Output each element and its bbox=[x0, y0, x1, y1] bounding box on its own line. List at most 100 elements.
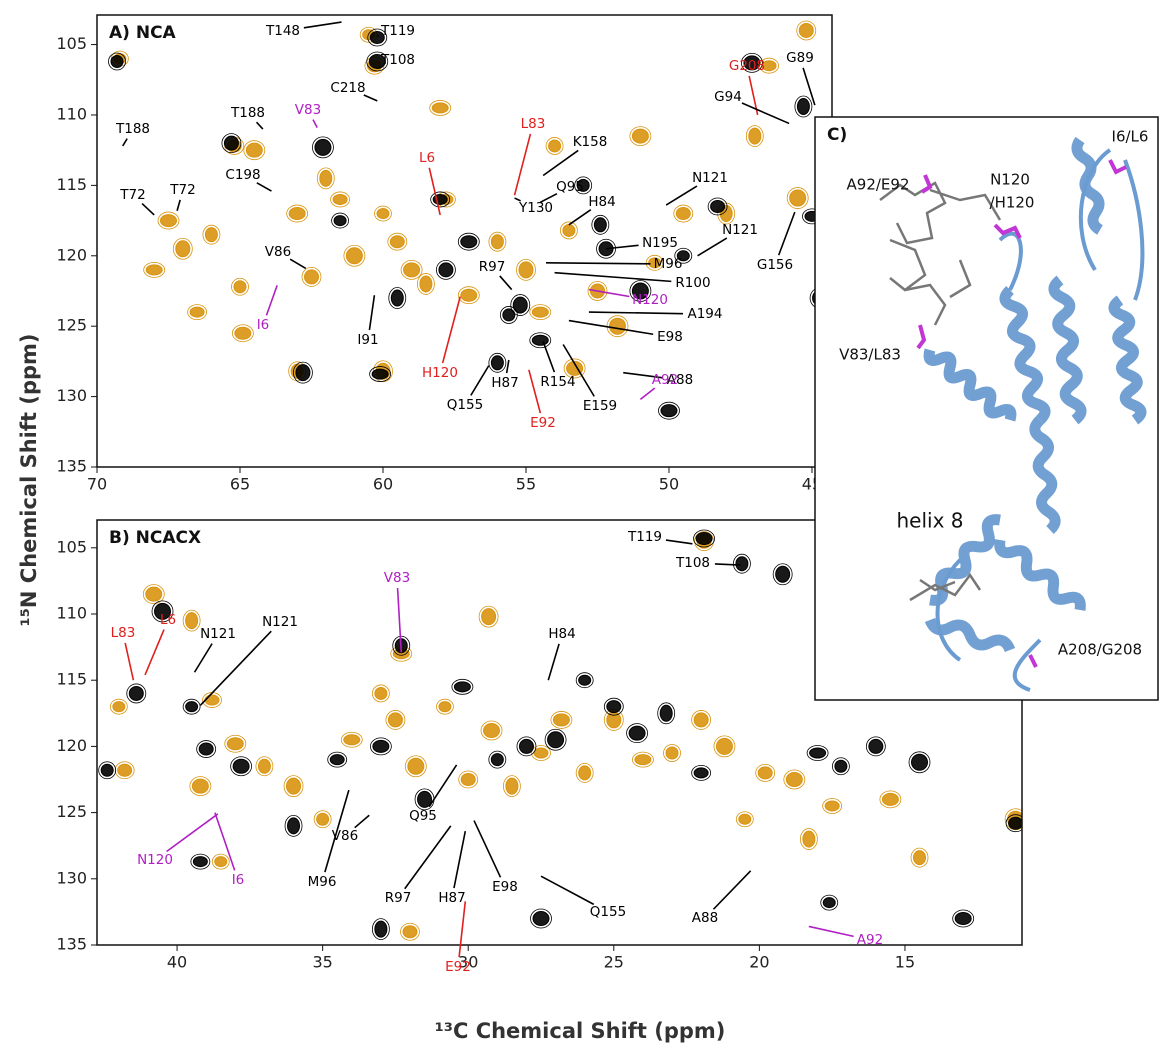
peak-label: G89 bbox=[786, 50, 814, 66]
x-tick-label: 35 bbox=[312, 953, 332, 972]
peak-label: T188 bbox=[230, 105, 265, 121]
x-tick-label: 50 bbox=[659, 475, 679, 494]
y-tick-label: 105 bbox=[56, 34, 87, 53]
structure-label: helix 8 bbox=[896, 509, 963, 533]
peak-label: N120 bbox=[137, 852, 173, 868]
peak bbox=[439, 702, 451, 712]
peak bbox=[391, 290, 403, 306]
peak bbox=[439, 263, 453, 277]
peak bbox=[810, 748, 826, 758]
peak bbox=[635, 755, 651, 765]
peak-label: A92 bbox=[857, 932, 883, 948]
x-tick-label: 15 bbox=[895, 953, 915, 972]
structure-label: A208/G208 bbox=[1058, 641, 1142, 659]
peak bbox=[289, 208, 305, 220]
peak bbox=[146, 587, 162, 601]
peak bbox=[632, 129, 648, 143]
leader-line bbox=[715, 564, 741, 565]
peak bbox=[129, 686, 143, 700]
peak-label: A194 bbox=[687, 306, 722, 322]
peak-label: Q95 bbox=[409, 808, 437, 824]
peak bbox=[825, 801, 839, 811]
peak bbox=[484, 724, 500, 738]
peak bbox=[334, 216, 346, 226]
peak bbox=[661, 405, 677, 417]
peak bbox=[113, 702, 125, 712]
peak bbox=[660, 705, 672, 721]
peak-label: L83 bbox=[521, 116, 546, 132]
peak-label: Q155 bbox=[590, 904, 626, 920]
peak-label: N120 bbox=[632, 292, 668, 308]
peak bbox=[375, 687, 387, 699]
y-tick-label: 110 bbox=[56, 604, 87, 623]
structure-label: A92/E92 bbox=[847, 176, 910, 194]
peak bbox=[694, 713, 708, 727]
peak-label: R97 bbox=[385, 890, 412, 906]
peak bbox=[160, 215, 176, 227]
structure-label: N120 bbox=[990, 171, 1030, 189]
peak-label: E98 bbox=[492, 879, 518, 895]
peak bbox=[193, 857, 207, 867]
x-tick-label: 20 bbox=[749, 953, 769, 972]
y-axis-title: ¹⁵N Chemical Shift (ppm) bbox=[17, 334, 41, 627]
y-tick-label: 130 bbox=[56, 868, 87, 887]
peak bbox=[315, 139, 331, 155]
peak bbox=[461, 236, 477, 248]
peak bbox=[330, 755, 344, 765]
peak-label: T72 bbox=[119, 187, 145, 203]
peak-label: Q95 bbox=[556, 179, 584, 195]
peak bbox=[199, 743, 213, 755]
peak bbox=[390, 236, 404, 248]
peak bbox=[955, 913, 971, 925]
peak bbox=[797, 99, 809, 115]
peak bbox=[296, 365, 310, 381]
peak-label: M96 bbox=[308, 874, 337, 890]
peak bbox=[146, 265, 162, 275]
x-tick-label: 40 bbox=[167, 953, 187, 972]
peak bbox=[532, 307, 548, 317]
peak bbox=[776, 566, 790, 582]
peak bbox=[333, 194, 347, 204]
peak bbox=[408, 758, 424, 774]
peak bbox=[882, 793, 898, 805]
peak bbox=[513, 297, 527, 313]
peak bbox=[799, 23, 813, 37]
x-tick-label: 60 bbox=[373, 475, 393, 494]
peak bbox=[914, 851, 926, 865]
peak bbox=[373, 740, 389, 752]
peak-label: H87 bbox=[491, 375, 518, 391]
peak-label: C198 bbox=[225, 167, 260, 183]
peak bbox=[317, 813, 329, 825]
y-tick-label: 135 bbox=[56, 935, 87, 954]
peak bbox=[491, 754, 503, 766]
peak-label: G94 bbox=[714, 89, 742, 105]
peak bbox=[344, 735, 360, 745]
y-tick-label: 130 bbox=[56, 386, 87, 405]
peak bbox=[372, 369, 388, 379]
peak-label: R100 bbox=[675, 275, 710, 291]
peak-label: V83 bbox=[384, 570, 410, 586]
peak bbox=[215, 857, 227, 867]
peak-label: H87 bbox=[438, 890, 465, 906]
x-tick-label: 65 bbox=[230, 475, 250, 494]
peak-label: I91 bbox=[357, 332, 378, 348]
peak-label: T119 bbox=[627, 529, 662, 545]
panel-title: B) NCACX bbox=[109, 528, 201, 548]
peak bbox=[234, 281, 246, 293]
peak bbox=[491, 235, 503, 249]
peak-label: T108 bbox=[380, 52, 415, 68]
peak-label: T119 bbox=[380, 23, 415, 39]
peak-label: N121 bbox=[200, 626, 236, 642]
peak-label: T108 bbox=[675, 555, 710, 571]
peak-label: Y130 bbox=[518, 200, 553, 216]
panel-title: A) NCA bbox=[109, 23, 177, 43]
peak-label: K158 bbox=[573, 134, 608, 150]
peak bbox=[258, 759, 270, 773]
peak bbox=[118, 764, 132, 776]
peak-label: L6 bbox=[419, 150, 435, 166]
peak bbox=[190, 307, 204, 317]
peak bbox=[461, 774, 475, 786]
peak bbox=[227, 738, 243, 750]
peak-label: Q155 bbox=[447, 397, 483, 413]
